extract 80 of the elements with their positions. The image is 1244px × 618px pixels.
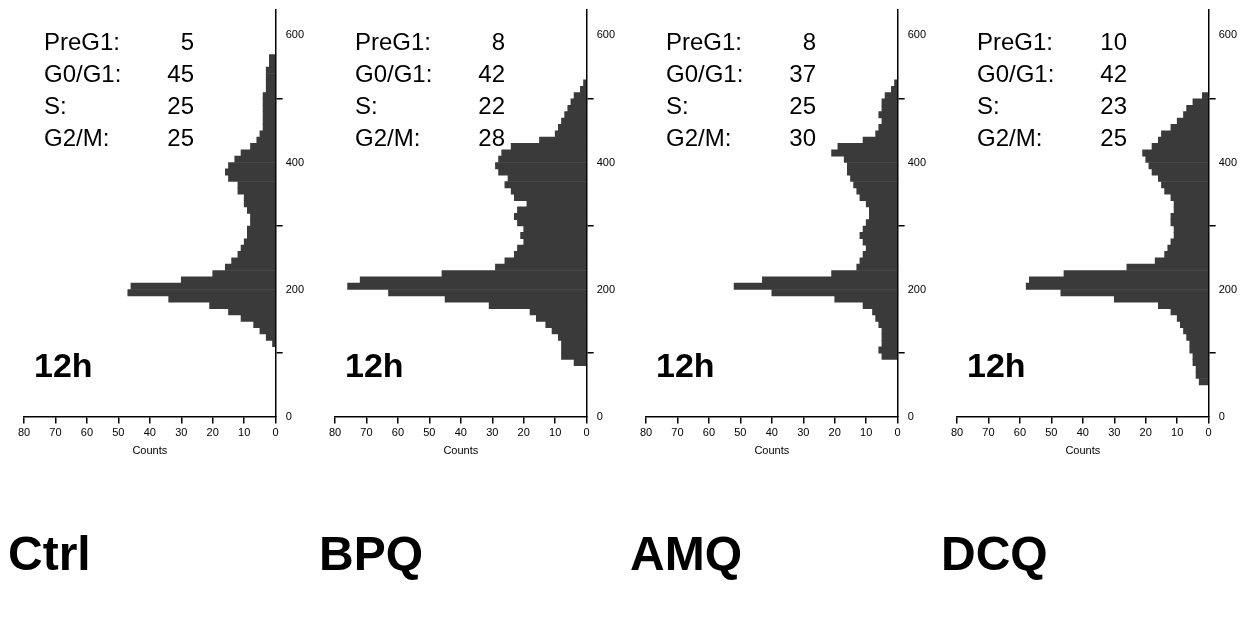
x-axis-title: Counts [1065, 444, 1101, 457]
x-tick-label: 40 [765, 426, 778, 439]
y-tick-label: 200 [1218, 282, 1238, 295]
text: G0/G1: 37 [666, 60, 816, 87]
text: BPQ [319, 527, 424, 580]
x-tick-label: 0 [583, 426, 590, 439]
x-tick-label: 70 [982, 426, 995, 439]
x-tick-label: 10 [549, 426, 562, 439]
x-tick-label: 50 [1045, 426, 1058, 439]
y-tick-label: 400 [907, 155, 927, 168]
x-tick-label: 70 [49, 426, 62, 439]
text: S: 23 [977, 92, 1127, 119]
x-tick-label: 80 [639, 426, 653, 439]
text: G0/G1: 42 [355, 60, 505, 87]
x-tick-label: 70 [671, 426, 684, 439]
x-tick-label: 30 [175, 426, 188, 439]
x-tick-label: 40 [143, 426, 156, 439]
y-tick-label: 0 [907, 409, 914, 422]
x-tick-label: 0 [894, 426, 901, 439]
y-tick-label: 200 [285, 282, 305, 295]
text: G2/M: 28 [355, 124, 505, 151]
y-tick-label: 600 [596, 28, 616, 41]
text: Ctrl [8, 527, 91, 580]
annotation: 12h [967, 345, 1026, 384]
x-tick-label: 70 [360, 426, 373, 439]
y-tick-label: 0 [1218, 409, 1225, 422]
text: S: 25 [666, 92, 816, 119]
y-tick-label: 600 [285, 28, 305, 41]
x-tick-label: 60 [80, 426, 94, 439]
text: G0/G1: 42 [977, 60, 1127, 87]
x-tick-label: 20 [1139, 426, 1152, 439]
text: S: 25 [44, 92, 194, 119]
x-tick-label: 50 [423, 426, 436, 439]
y-tick-label: 200 [596, 282, 616, 295]
x-tick-label: 60 [702, 426, 716, 439]
x-tick-label: 10 [860, 426, 873, 439]
y-tick-label: 400 [1218, 155, 1238, 168]
y-tick-label: 400 [285, 155, 305, 168]
y-tick-label: 600 [1218, 28, 1238, 41]
x-tick-label: 60 [1013, 426, 1027, 439]
annotation: 12h [656, 345, 715, 384]
y-tick-label: 400 [596, 155, 616, 168]
x-tick-label: 40 [454, 426, 467, 439]
text: DCQ [941, 527, 1048, 580]
text: G2/M: 25 [44, 124, 194, 151]
x-tick-label: 20 [206, 426, 219, 439]
x-tick-label: 20 [828, 426, 841, 439]
x-tick-label: 80 [950, 426, 964, 439]
x-tick-label: 80 [17, 426, 31, 439]
x-axis-title: Counts [754, 444, 790, 457]
x-axis-title: Counts [443, 444, 479, 457]
text: PreG1: 8 [355, 28, 505, 55]
y-tick-label: 0 [285, 409, 292, 422]
x-tick-label: 30 [1108, 426, 1121, 439]
x-tick-label: 0 [272, 426, 279, 439]
x-tick-label: 50 [112, 426, 125, 439]
text: PreG1: 5 [44, 28, 194, 55]
x-tick-label: 80 [328, 426, 342, 439]
annotation: 12h [34, 345, 93, 384]
text: G0/G1: 45 [44, 60, 194, 87]
y-tick-label: 0 [596, 409, 603, 422]
text: AMQ [630, 527, 742, 580]
x-tick-label: 20 [517, 426, 530, 439]
x-axis-title: Counts [132, 444, 168, 457]
text: PreG1: 8 [666, 28, 816, 55]
x-tick-label: 10 [238, 426, 251, 439]
x-tick-label: 30 [797, 426, 810, 439]
x-tick-label: 50 [734, 426, 747, 439]
text: S: 22 [355, 92, 505, 119]
y-tick-label: 200 [907, 282, 927, 295]
text: G2/M: 25 [977, 124, 1127, 151]
x-tick-label: 0 [1205, 426, 1212, 439]
x-tick-label: 60 [391, 426, 405, 439]
text: PreG1: 10 [977, 28, 1127, 55]
x-tick-label: 40 [1076, 426, 1089, 439]
x-tick-label: 10 [1171, 426, 1184, 439]
annotation: 12h [345, 345, 404, 384]
y-tick-label: 600 [907, 28, 927, 41]
x-tick-label: 30 [486, 426, 499, 439]
text: G2/M: 30 [666, 124, 816, 151]
